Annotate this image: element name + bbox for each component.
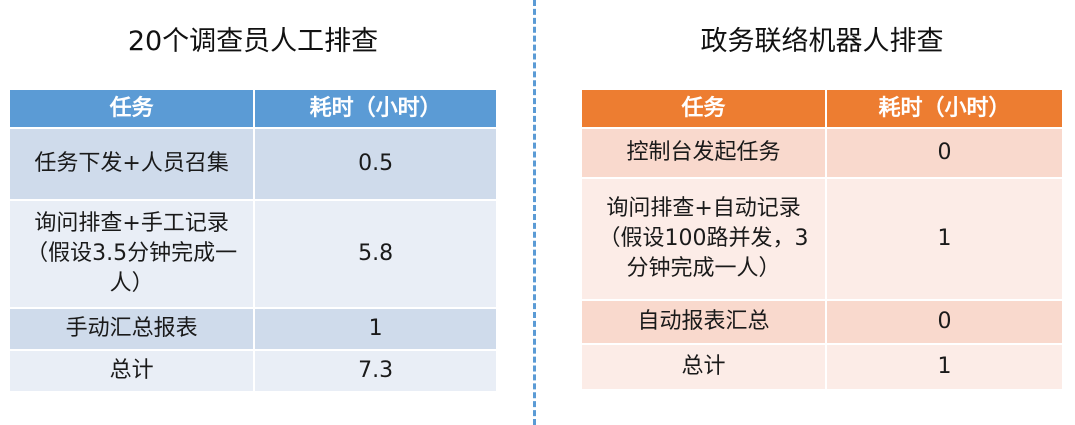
header-hours: 耗时（小时） bbox=[255, 90, 496, 129]
task-cell: 询问排查+手工记录（假设3.5分钟完成一人） bbox=[10, 201, 256, 309]
dashed-divider bbox=[533, 0, 536, 425]
hours-cell: 1 bbox=[255, 309, 496, 351]
manual-investigation-table: 任务 耗时（小时） 任务下发+人员召集 0.5 询问排查+手工记录（假设3.5分… bbox=[10, 90, 496, 393]
hours-cell: 0.5 bbox=[255, 129, 496, 201]
total-hours-cell: 7.3 bbox=[255, 351, 496, 393]
task-cell: 手动汇总报表 bbox=[10, 309, 256, 351]
table-row: 总计 1 bbox=[582, 345, 1062, 391]
hours-cell: 5.8 bbox=[255, 201, 496, 309]
header-hours: 耗时（小时） bbox=[827, 90, 1062, 129]
table-header-row: 任务 耗时（小时） bbox=[10, 90, 496, 129]
table-header-row: 任务 耗时（小时） bbox=[582, 90, 1062, 129]
table-row: 总计 7.3 bbox=[10, 351, 496, 393]
total-hours-cell: 1 bbox=[827, 345, 1062, 391]
total-label-cell: 总计 bbox=[10, 351, 256, 393]
table-row: 手动汇总报表 1 bbox=[10, 309, 496, 351]
hours-cell: 0 bbox=[827, 301, 1062, 345]
table-row: 任务下发+人员召集 0.5 bbox=[10, 129, 496, 201]
table-row: 询问排查+手工记录（假设3.5分钟完成一人） 5.8 bbox=[10, 201, 496, 309]
robot-investigation-table: 任务 耗时（小时） 控制台发起任务 0 询问排查+自动记录（假设100路并发，3… bbox=[582, 90, 1062, 391]
header-task: 任务 bbox=[10, 90, 256, 129]
table-row: 控制台发起任务 0 bbox=[582, 129, 1062, 179]
table-row: 询问排查+自动记录（假设100路并发，3分钟完成一人） 1 bbox=[582, 179, 1062, 301]
table-row: 自动报表汇总 0 bbox=[582, 301, 1062, 345]
task-cell: 询问排查+自动记录（假设100路并发，3分钟完成一人） bbox=[582, 179, 828, 301]
task-cell: 自动报表汇总 bbox=[582, 301, 828, 345]
header-task: 任务 bbox=[582, 90, 828, 129]
right-panel-title: 政务联络机器人排查 bbox=[700, 26, 944, 57]
hours-cell: 1 bbox=[827, 179, 1062, 301]
hours-cell: 0 bbox=[827, 129, 1062, 179]
total-label-cell: 总计 bbox=[582, 345, 828, 391]
left-panel-title: 20个调查员人工排查 bbox=[127, 26, 379, 57]
task-cell: 任务下发+人员召集 bbox=[10, 129, 256, 201]
task-cell: 控制台发起任务 bbox=[582, 129, 828, 179]
